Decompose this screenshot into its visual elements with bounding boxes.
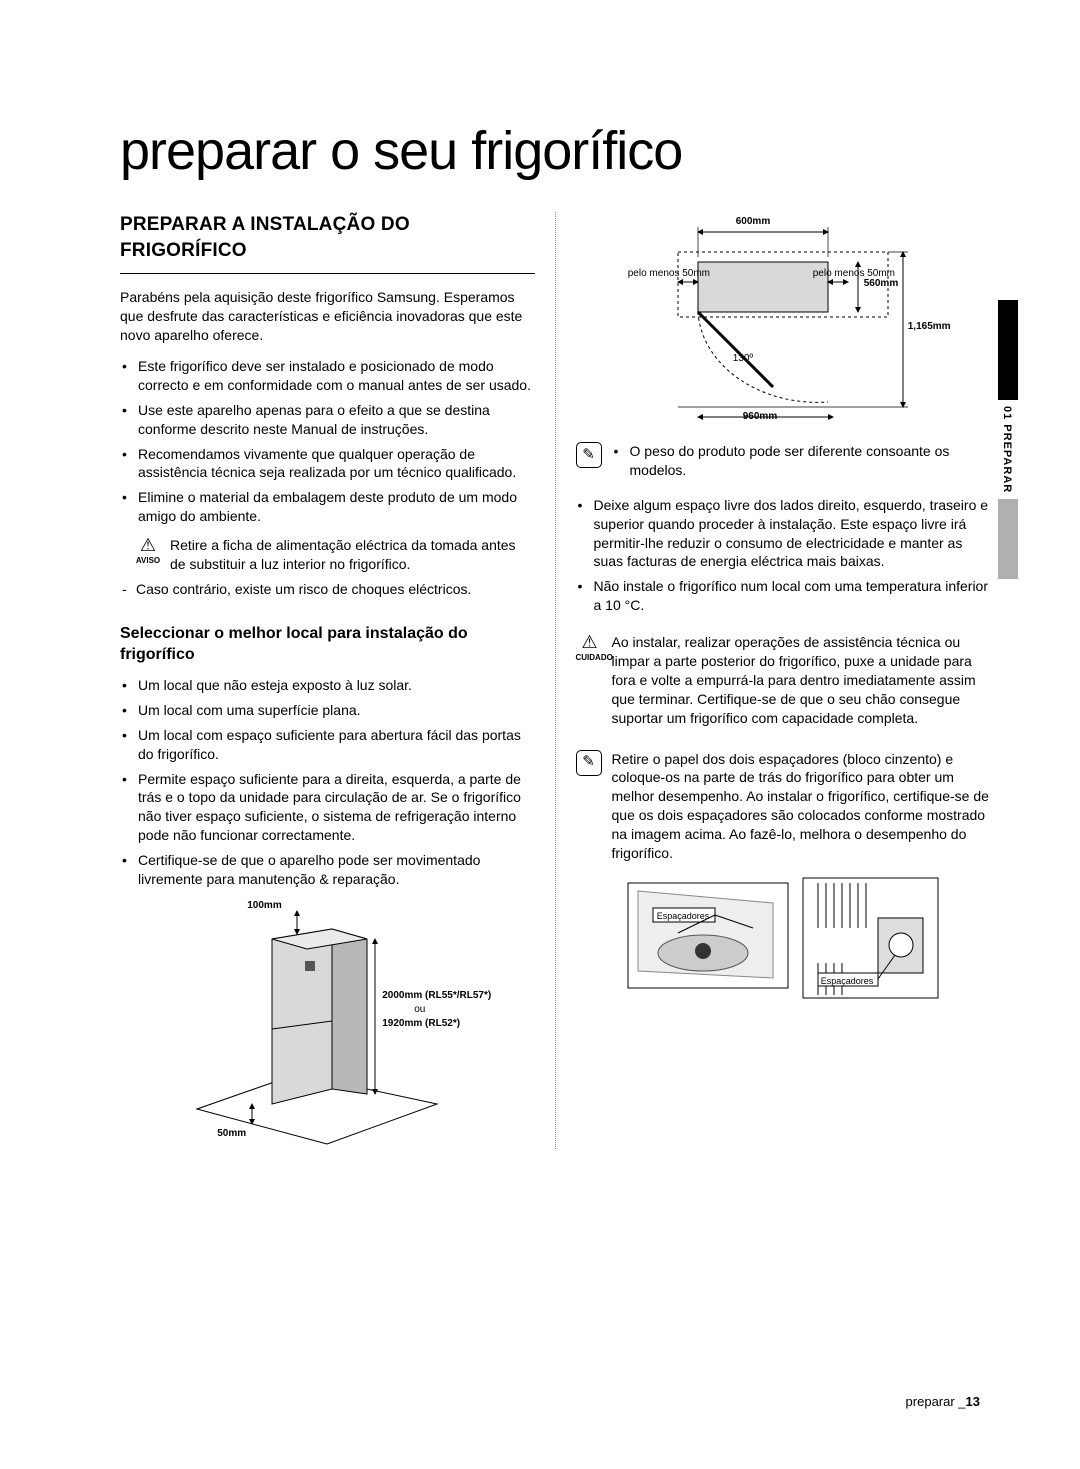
section-heading: PREPARAR A INSTALAÇÃO DO FRIGORÍFICO: [120, 212, 535, 274]
subheading-location: Seleccionar o melhor local para instalaç…: [120, 623, 535, 666]
list-item: Este frigorífico deve ser instalado e po…: [120, 357, 535, 395]
list-item: Deixe algum espaço livre dos lados direi…: [576, 496, 991, 572]
list-item: Caso contrário, existe um risco de choqu…: [120, 580, 535, 599]
list-item: Um local que não esteja exposto à luz so…: [120, 676, 535, 695]
list-item: Recomendamos vivamente que qualquer oper…: [120, 445, 535, 483]
spacer-note-text: Retire o papel dos dois espaçadores (blo…: [612, 750, 991, 863]
dim-top-width: 600mm: [736, 215, 770, 229]
footer-page-number: 13: [966, 1394, 980, 1409]
dim-depth: 1,165mm: [908, 320, 951, 334]
section-side-tab: 01 PREPARAR: [998, 300, 1018, 579]
aviso-text: Retire a ficha de alimentação eléctrica …: [170, 536, 535, 574]
cuidado-text: Ao instalar, realizar operações de assis…: [612, 633, 991, 727]
list-item: Use este aparelho apenas para o efeito a…: [120, 401, 535, 439]
spacer-label-left: Espaçadores: [657, 910, 710, 922]
dim-angle: 130º: [733, 352, 753, 366]
cuidado-label: CUIDADO: [576, 653, 604, 664]
spacer-note-block: ✎ Retire o papel dos dois espaçadores (b…: [576, 750, 991, 863]
dim-left-min: pelo menos 50mm: [628, 267, 676, 281]
spacer-label-right: Espaçadores: [821, 975, 874, 987]
list-item: Um local com espaço suficiente para aber…: [120, 726, 535, 764]
intro-paragraph: Parabéns pela aquisição deste frigorífic…: [120, 288, 535, 345]
page-title: preparar o seu frigorífico: [120, 120, 990, 182]
aviso-dash-list: Caso contrário, existe um risco de choqu…: [120, 580, 535, 599]
page-footer: preparar _13: [906, 1394, 980, 1409]
dim-bottom-clearance: 50mm: [217, 1127, 246, 1141]
cuidado-block: ⚠ CUIDADO Ao instalar, realizar operaçõe…: [576, 633, 991, 727]
dim-or: ou: [414, 1003, 425, 1017]
fridge-side-diagram: 100mm 2000mm (RL55*/RL57*) ou 1920mm (RL…: [177, 899, 477, 1149]
warning-icon: ⚠ AVISO: [134, 536, 162, 574]
caution-icon: ⚠ CUIDADO: [576, 633, 604, 727]
dim-right-min: pelo menos 50mm: [813, 267, 861, 281]
aviso-block: ⚠ AVISO Retire a ficha de alimentação el…: [134, 536, 535, 574]
right-bullets: Deixe algum espaço livre dos lados direi…: [576, 496, 991, 615]
dim-top-clearance: 100mm: [247, 899, 281, 913]
dim-height-a: 2000mm (RL55*/RL57*): [382, 989, 491, 1003]
dim-side: 560mm: [864, 277, 898, 291]
dim-height-b: 1920mm (RL52*): [382, 1017, 460, 1031]
spacer-diagram: Espaçadores Espaçadores: [623, 873, 943, 1003]
list-item: Certifique-se de que o aparelho pode ser…: [120, 851, 535, 889]
side-tab-label: 01 PREPARAR: [998, 400, 1016, 499]
clearance-top-diagram: 600mm pelo menos 50mm pelo menos 50mm 56…: [618, 212, 948, 422]
list-item: O peso do produto pode ser diferente con…: [612, 442, 991, 480]
footer-text: preparar _: [906, 1394, 966, 1409]
list-item: Não instale o frigorífico num local com …: [576, 577, 991, 615]
dim-swing: 960mm: [743, 410, 777, 424]
location-bullets: Um local que não esteja exposto à luz so…: [120, 676, 535, 889]
list-item: Permite espaço suficiente para a direita…: [120, 770, 535, 846]
list-item: Um local com uma superfície plana.: [120, 701, 535, 720]
aviso-label: AVISO: [134, 556, 162, 567]
list-item: Elimine o material da embalagem deste pr…: [120, 488, 535, 526]
note-icon: ✎: [576, 750, 602, 776]
note-weight: ✎ O peso do produto pode ser diferente c…: [576, 442, 991, 486]
install-bullets: Este frigorífico deve ser instalado e po…: [120, 357, 535, 526]
note-icon: ✎: [576, 442, 602, 468]
